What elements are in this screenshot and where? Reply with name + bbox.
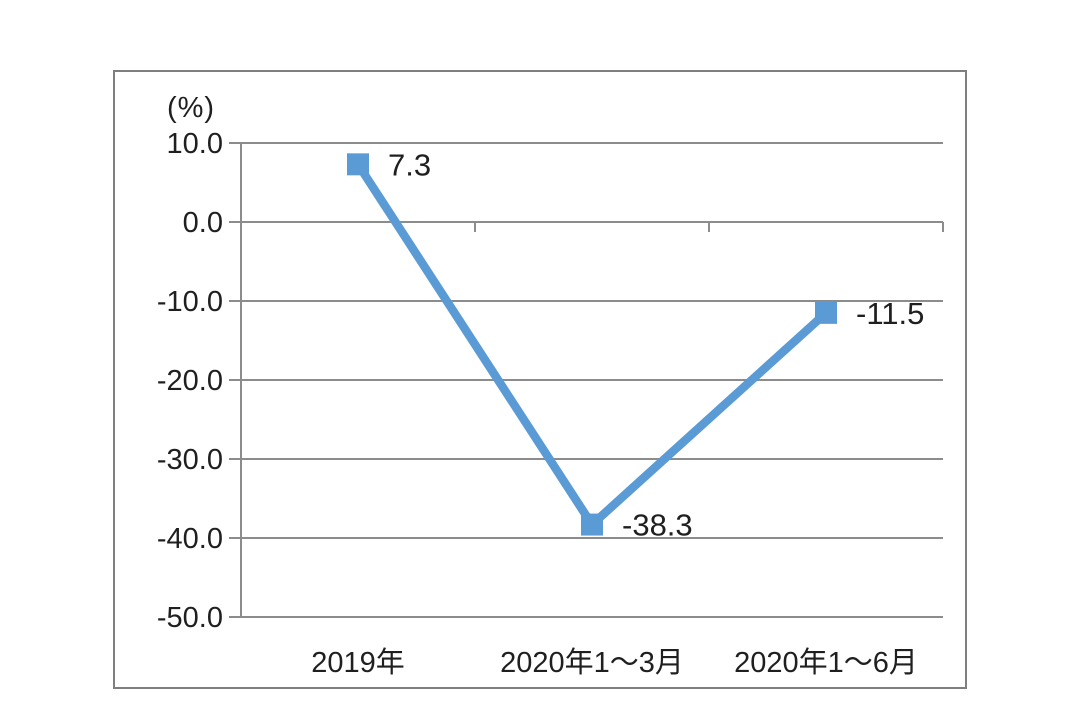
y-axis-tick-label: -40.0: [157, 523, 223, 555]
y-axis-tick-label: -50.0: [157, 602, 223, 634]
line-chart: 10.0 0.0 -10.0 -20.0 -30.0 -40.0 -50.0 7.3 -38.3…: [157, 128, 944, 679]
data-line: [354, 162, 829, 532]
y-axis-tick-label: -10.0: [157, 286, 223, 318]
x-axis-category-label: 2019年: [311, 646, 405, 679]
x-axis-category-label: 2020年1～3月: [500, 646, 684, 679]
data-point-marker: [815, 301, 837, 324]
data-point-label: 7.3: [388, 147, 431, 182]
data-point-label: -38.3: [622, 508, 693, 543]
data-point-marker: [581, 513, 603, 536]
y-axis-tick-label: -30.0: [157, 444, 223, 476]
x-axis-category-label: 2020年1～6月: [734, 646, 918, 679]
chart-frame: (%) 10.0 0.0 -10.0 -20.0 -30.0 -40.0 -50.0 7.3 -…: [113, 70, 967, 689]
y-axis-tick-label: 10.0: [167, 128, 223, 160]
y-axis-tick-label: -20.0: [157, 365, 223, 397]
data-point-label: -11.5: [856, 296, 924, 331]
data-point-marker: [347, 153, 369, 176]
y-axis-unit-label: (%): [166, 92, 216, 124]
y-axis-tick-label: 0.0: [183, 207, 223, 239]
